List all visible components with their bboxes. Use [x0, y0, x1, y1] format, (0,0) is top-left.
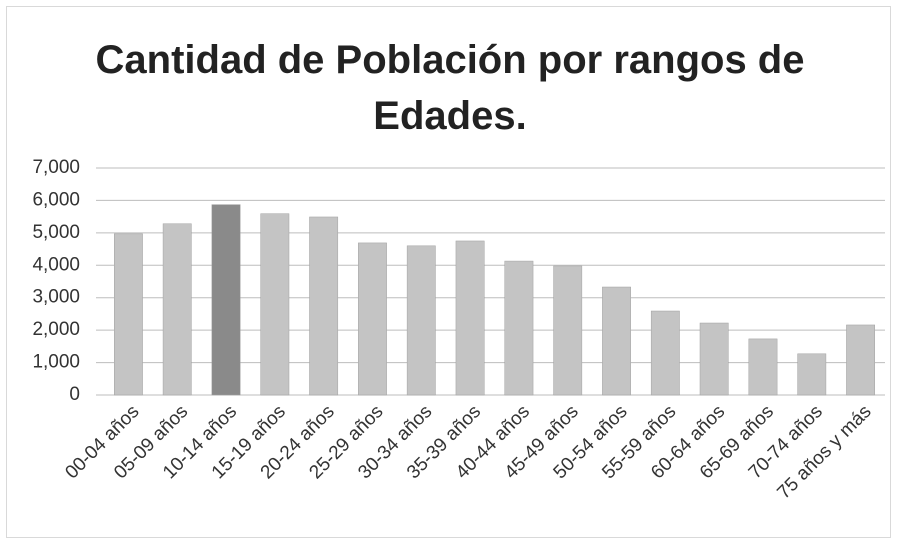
bar: [260, 213, 290, 396]
y-tick-label: 4,000: [32, 254, 80, 275]
chart-border: [6, 6, 891, 538]
bar: [504, 260, 534, 396]
bar: [455, 240, 485, 396]
y-tick-label: 2,000: [32, 319, 80, 340]
bar: [358, 242, 387, 396]
bar: [406, 245, 436, 396]
y-tick-label: 7,000: [32, 157, 80, 178]
bar: [553, 265, 583, 396]
bar: [699, 322, 729, 396]
bar: [602, 286, 631, 396]
bar: [211, 204, 241, 396]
bar: [650, 310, 680, 396]
bar: [309, 216, 339, 396]
bar: [162, 223, 192, 396]
bar: [797, 353, 827, 396]
bar: [846, 324, 875, 396]
y-tick-label: 6,000: [32, 189, 80, 210]
y-tick-label: 3,000: [32, 287, 80, 308]
y-tick-label: 5,000: [32, 222, 80, 243]
bar: [114, 233, 143, 396]
y-tick-label: 1,000: [32, 352, 80, 373]
bar: [748, 338, 778, 396]
y-tick-label: 0: [69, 384, 80, 405]
chart-title: Cantidad de Población por rangos de Edad…: [95, 38, 805, 138]
